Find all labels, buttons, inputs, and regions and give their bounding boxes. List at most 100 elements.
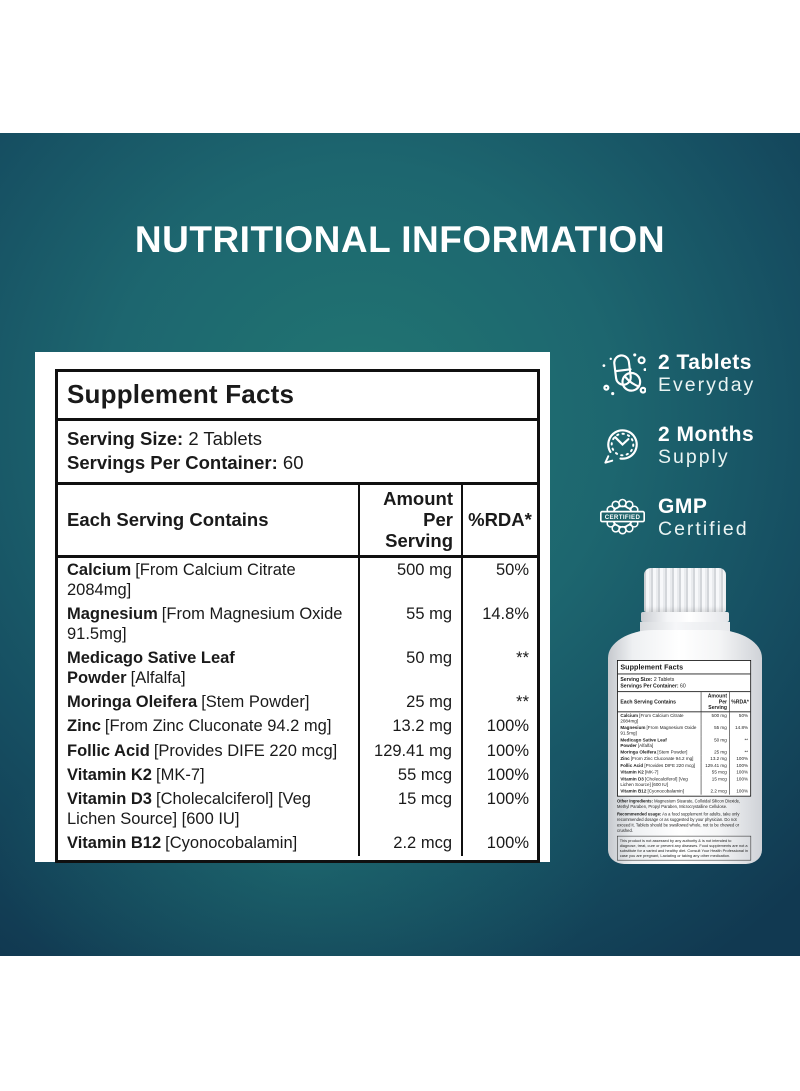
nutrient-name-cell: Vitamin K2[MK-7] [58,763,358,787]
rda-cell: 100% [729,755,750,763]
nutrient-name-cell: Calcium[From Calcium Citrate 2084mg] [58,558,358,602]
amount-cell: 129.41 mg [700,762,729,770]
nutrient-detail: [From Calcium Citrate 2084mg] [67,560,296,599]
nutrient-detail: [Stem Powder] [657,749,688,755]
recommended-usage-text: As a food supplement for adults, take on… [617,812,740,833]
nutrient-name-cell: Calcium[From Calcium Citrate 2084mg] [618,712,701,724]
nutrient-name-cell: Zinc[From Zinc Cluconate 94.2 mg] [618,756,701,763]
nutrient-name: Vitamin D3 [620,776,644,782]
bottle-column-header-amount: Amount Per Serving [700,692,729,712]
rda-cell: 50% [729,712,750,725]
nutrient-name: Follic Acid [620,763,644,769]
amount-cell: 13.2 mg [358,714,461,740]
bottle-serving-info: Serving Size: 2 Tablets Servings Per Con… [617,674,751,693]
nutrient-detail: [Provides DIFE 220 mcg] [644,763,696,769]
amount-cell: 2.2 mcg [700,787,729,795]
serving-size-label: Serving Size: [67,428,184,449]
recommended-usage-label: Recommended usage: [617,812,662,817]
nutrient-detail: [From Magnesium Oxide 91.5mg] [620,725,697,736]
nutrient-name: Vitamin K2 [67,765,152,784]
nutrient-detail: [MK-7] [644,769,659,775]
rda-cell: 100% [461,739,537,764]
rda-cell: 100% [461,763,537,788]
nutrient-detail: [Alfalfa] [637,742,654,748]
bottle-servings-label: Servings Per Container: [620,682,679,689]
nutrient-name-cell: Vitamin K2[MK-7] [618,769,701,776]
rda-cell: 100% [729,762,750,770]
feature-line2: Everyday [658,374,756,397]
feature-list: 2 Tablets Everyday 2 Months Supply [599,350,795,566]
table-row: Calcium[From Calcium Citrate 2084mg] 500… [58,558,537,603]
nutrient-name: Medicago Sative Leaf Powder [620,737,667,748]
table-row: Magnesium[From Magnesium Oxide 91.5mg] 5… [618,724,750,737]
rda-cell: ** [729,748,750,756]
nutrient-name: Calcium [67,560,132,579]
nutrient-name-cell: Magnesium[From Magnesium Oxide 91.5mg] [58,602,358,646]
amount-cell: 25 mg [358,690,461,715]
bottle-supplement-facts-table: Supplement Facts Serving Size: 2 Tablets… [617,660,752,797]
amount-cell: 50 mg [358,646,461,691]
bottle-column-header-contains: Each Serving Contains [620,698,677,705]
nutrient-name-cell: Moringa Oleifera[Stem Powder] [58,691,358,715]
nutrient-detail: [Cyonocobalamin] [647,788,684,794]
table-row: Magnesium[From Magnesium Oxide 91.5mg] 5… [58,602,537,647]
bottle-column-header-row: Each Serving Contains Amount Per Serving… [617,692,751,713]
rda-cell: 100% [461,831,537,857]
column-header-row: Each Serving Contains Amount Per Serving… [58,485,537,559]
certified-badge-icon: CERTIFIED [599,498,646,535]
table-row: Vitamin B12[Cyonocobalamin] 2.2 mcg 100% [618,787,750,795]
nutrient-detail: [Stem Powder] [201,693,310,712]
nutrient-name-cell: Vitamin B12[Cyonocobalamin] [58,832,358,856]
rda-cell: ** [461,646,537,691]
table-row: Medicago Sative Leaf Powder[Alfalfa] 50 … [618,736,750,749]
rda-cell: ** [729,736,750,749]
nutrient-name: Magnesium [620,725,646,731]
feature-months-supply: 2 Months Supply [599,422,795,469]
rda-cell: 100% [729,787,750,795]
nutrient-name-cell: Follic Acid[Provides DIFE 220 mcg] [58,739,358,763]
table-row: Zinc[From Zinc Cluconate 94.2 mg] 13.2 m… [58,714,537,740]
bottle-serving-size-value: 2 Tablets [653,676,675,683]
table-row: Vitamin D3[Cholecalciferol] [Veg Lichen … [618,775,750,788]
nutrient-name-cell: Moringa Oleifera[Stem Powder] [618,749,701,756]
feature-line1: GMP [658,494,708,518]
nutrient-name-cell: Medicago Sative Leaf Powder[Alfalfa] [618,737,701,749]
amount-cell: 13.2 mg [700,755,729,763]
rda-cell: 100% [729,769,750,776]
nutrient-name: Magnesium [67,604,158,623]
nutrient-name-cell: Follic Acid[Provides DIFE 220 mcg] [618,762,701,769]
supplement-facts-table: Supplement Facts Serving Size: 2 Tablets… [55,369,540,864]
table-row: Follic Acid[Provides DIFE 220 mcg] 129.4… [58,739,537,764]
bottle-serving-size-label: Serving Size: [620,676,653,683]
amount-cell: 2.2 mcg [358,831,461,857]
table-row: Vitamin B12[Cyonocobalamin] 2.2 mcg 100% [58,831,537,857]
rda-cell: 100% [729,775,750,788]
bottle-cap [644,568,726,612]
nutrient-name-cell: Vitamin B12[Cyonocobalamin] [618,788,701,795]
supplement-facts-heading: Supplement Facts [58,372,537,421]
table-row: Medicago Sative Leaf Powder[Alfalfa] 50 … [58,646,537,691]
feature-line2: Supply [658,446,730,469]
nutrient-detail: [From Zinc Cluconate 94.2 mg] [630,756,694,762]
nutrient-name: Moringa Oleifera [620,749,657,755]
nutrient-detail: [Alfalfa] [130,668,186,687]
nutrient-name: Vitamin D3 [67,790,152,809]
nutrient-name: Zinc [620,756,630,762]
bottle-servings-line: Servings Per Container: 60 [620,683,747,690]
table-row: Moringa Oleifera[Stem Powder] 25 mg ** [58,690,537,715]
bottle-serving-size-line: Serving Size: 2 Tablets [620,676,747,683]
amount-cell: 50 mg [700,736,729,749]
nutrient-name-cell: Vitamin D3[Cholecalciferol] [Veg Lichen … [618,776,701,788]
feature-text: GMP Certified [658,495,749,541]
serving-size-line: Serving Size: 2 Tablets [67,427,528,451]
nutrient-detail: [From Calcium Citrate 2084mg] [620,713,684,724]
amount-cell: 55 mg [358,602,461,647]
servings-per-container-value: 60 [282,452,304,474]
feature-line2: Certified [658,518,749,541]
servings-per-container-label: Servings Per Container: [67,452,278,474]
table-row: Follic Acid[Provides DIFE 220 mcg] 129.4… [618,762,750,770]
rda-cell: 50% [461,558,537,603]
rda-cell: 100% [461,787,537,832]
pills-icon [602,353,646,396]
nutrient-detail: [From Magnesium Oxide 91.5mg] [67,604,343,643]
